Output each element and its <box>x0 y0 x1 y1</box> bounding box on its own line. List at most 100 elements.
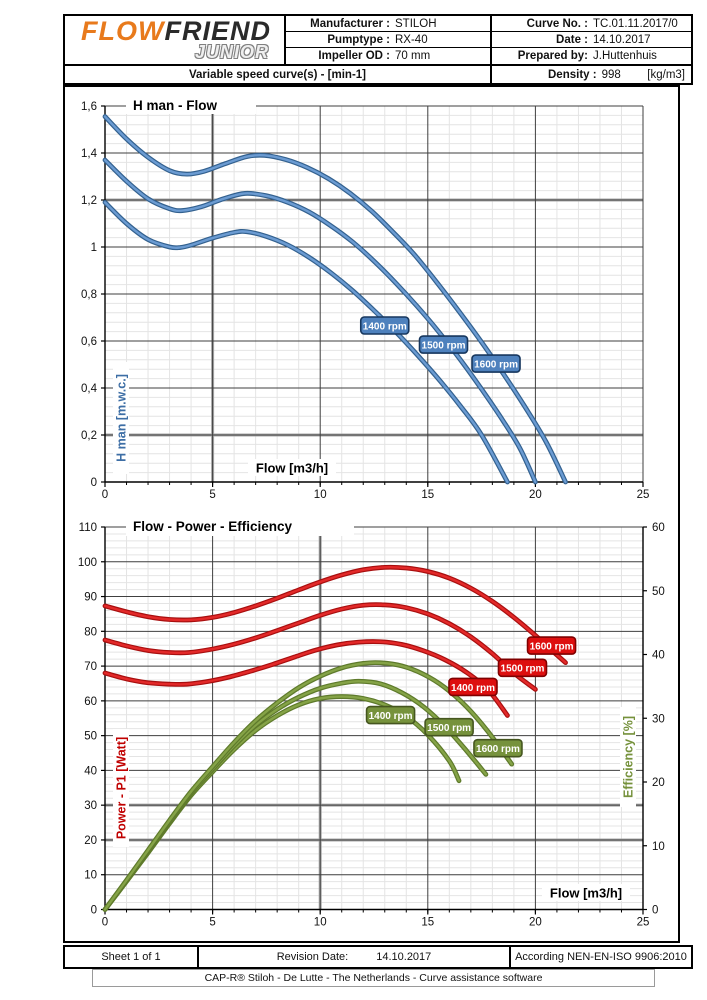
footer-table: Sheet 1 of 1 Revision Date: 14.10.2017 A… <box>63 945 693 969</box>
curve-core-head-1600 <box>103 115 567 484</box>
y-tick-label: 1,6 <box>81 101 97 113</box>
rpm-label-head-1500: 1500 rpm <box>418 335 469 354</box>
y-tick-label: 1,2 <box>81 195 97 207</box>
curve-no-field: Curve No. : TC.01.11.2017/0 <box>492 16 691 32</box>
curve-no-value: TC.01.11.2017/0 <box>593 18 678 30</box>
curve-core-power-1400 <box>103 640 509 717</box>
x-axis-label: Flow [m3/h] <box>256 461 328 476</box>
curve-core-power-1600 <box>103 566 567 664</box>
revision-label: Revision Date: <box>276 951 349 963</box>
y-tick-label: 0,4 <box>81 383 98 395</box>
right-tick-label: 50 <box>652 586 665 598</box>
rpm-label-text: 1600 rpm <box>476 744 520 755</box>
y-tick-label: 10 <box>84 870 97 882</box>
revision-date: Revision Date: 14.10.2017 <box>199 947 509 967</box>
y-tick-label: 90 <box>84 592 97 604</box>
divider <box>284 47 691 48</box>
rpm-label-text: 1600 rpm <box>530 641 574 652</box>
y-tick-label: 20 <box>84 835 97 847</box>
pumptype-value: RX-40 <box>395 34 428 46</box>
divider <box>284 16 286 64</box>
y-tick-label: 30 <box>84 800 97 812</box>
chart-title: Flow - Power - Efficiency <box>133 519 293 534</box>
curve-core-head-1400 <box>103 201 509 484</box>
pumptype-label: Pumptype : <box>327 34 390 46</box>
chart-panel-border <box>63 85 680 943</box>
chart-panel: 0 5 10 15 20 25 0 0,2 0,4 0,6 0,8 1 1,2 1,4 1,6 1400 rp… <box>63 85 680 943</box>
divider <box>509 947 511 967</box>
y-tick-label: 50 <box>84 731 97 743</box>
prepared-by-value: J.Huttenhuis <box>593 50 657 62</box>
curve-no-label: Curve No. : <box>526 18 588 30</box>
density-unit: [kg/m3] <box>647 68 685 81</box>
y-axis-label-left: H man [m.w.c.] <box>113 362 129 474</box>
curve-core-power-1500 <box>103 603 537 691</box>
y-axis-label-right: Efficiency [%] <box>620 707 636 807</box>
y-tick-label: 0 <box>91 477 97 489</box>
rpm-label-text: 1500 rpm <box>427 723 471 734</box>
x-tick-label: 25 <box>637 917 650 929</box>
y-tick-label: 100 <box>78 557 97 569</box>
divider <box>65 64 691 66</box>
software-credit: CAP-R® Stiloh - De Lutte - The Netherlan… <box>92 969 655 987</box>
prepared-by-label: Prepared by: <box>517 50 588 62</box>
variable-speed-row: Variable speed curve(s) - [min-1] <box>188 68 367 81</box>
right-tick-label: 0 <box>652 905 658 917</box>
y-axis-label-left: Power - P1 [Watt] <box>113 729 129 847</box>
header-table: FLOWFRIEND JUNIOR Manufacturer : STILOH … <box>63 14 693 85</box>
right-tick-label: 20 <box>652 777 665 789</box>
logo-flowfriend: FLOWFRIEND <box>71 16 281 46</box>
y-axis-label-left-text: H man [m.w.c.] <box>115 374 129 462</box>
impeller-label: Impeller OD : <box>318 50 390 62</box>
right-tick-label: 60 <box>652 522 665 534</box>
right-tick-label: 30 <box>652 713 665 725</box>
x-tick-label: 0 <box>102 489 108 501</box>
y-tick-label: 0,2 <box>81 430 97 442</box>
rpm-label-text: 1400 rpm <box>363 321 407 332</box>
x-axis-label: Flow [m3/h] <box>550 886 622 901</box>
rpm-label-head-1600: 1600 rpm <box>471 354 521 373</box>
divider <box>490 16 492 83</box>
y-tick-label: 1,4 <box>81 148 98 160</box>
y-tick-label: 0,8 <box>81 289 97 301</box>
revision-value: 14.10.2017 <box>376 951 432 963</box>
rpm-label-text: 1400 rpm <box>369 711 413 722</box>
y-tick-label: 60 <box>84 696 97 708</box>
divider <box>284 31 691 32</box>
right-tick-label: 40 <box>652 650 665 662</box>
axes: 0 5 10 15 20 25 0 0,2 0,4 0,6 0,8 1 1,2 1,4 1,6 <box>81 101 649 501</box>
manufacturer-label: Manufacturer : <box>310 18 390 30</box>
x-tick-label: 10 <box>314 917 327 929</box>
x-tick-label: 5 <box>209 489 215 501</box>
manufacturer-field: Manufacturer : STILOH <box>286 16 490 32</box>
density-value: 998 <box>601 68 621 81</box>
right-tick-label: 10 <box>652 841 665 853</box>
manufacturer-value: STILOH <box>395 18 437 30</box>
x-tick-label: 10 <box>314 489 327 501</box>
prepared-by-field: Prepared by: J.Huttenhuis <box>492 48 691 64</box>
logo-junior-text: JUNIOR <box>194 42 269 62</box>
date-value: 14.10.2017 <box>593 34 651 46</box>
rpm-label-text: 1500 rpm <box>501 664 545 675</box>
curve-core-head-1500 <box>103 158 537 484</box>
x-tick-label: 20 <box>529 489 542 501</box>
curve-core-eff-1600 <box>103 661 513 911</box>
logo-friend-text: FRIEND <box>164 16 271 46</box>
divider <box>197 947 199 967</box>
rpm-label-eff-1400: 1400 rpm <box>365 705 416 725</box>
y-tick-label: 110 <box>79 522 97 534</box>
y-tick-label: 40 <box>84 765 97 777</box>
date-field: Date : 14.10.2017 <box>492 32 691 48</box>
y-tick-label: 0 <box>91 905 97 917</box>
sheet-number: Sheet 1 of 1 <box>101 951 161 963</box>
density-row: Density : 998 [kg/m3] <box>492 66 689 83</box>
rpm-label-eff-1500: 1500 rpm <box>424 717 474 737</box>
rpm-label-text: 1600 rpm <box>474 359 518 370</box>
y-tick-label: 1 <box>91 242 97 254</box>
impeller-value: 70 mm <box>395 50 431 62</box>
rpm-label-eff-1600: 1600 rpm <box>473 738 523 758</box>
y-tick-label: 80 <box>84 626 97 638</box>
chart-title: H man - Flow <box>133 98 217 113</box>
